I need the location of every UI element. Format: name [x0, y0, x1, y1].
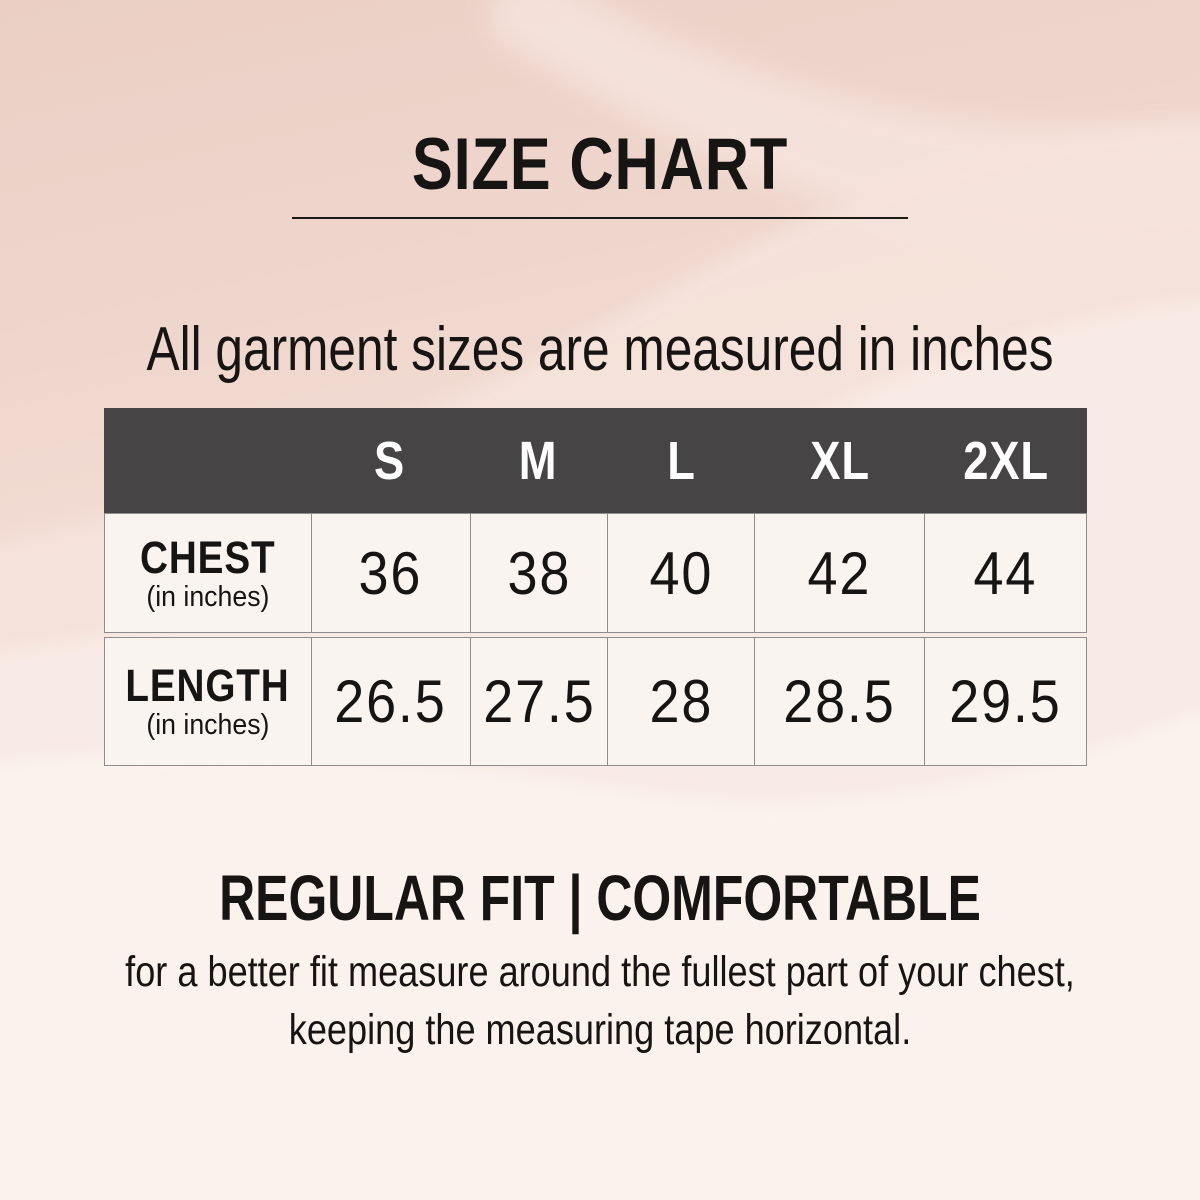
table-row-length: LENGTH (in inches) 26.5 27.5 28 28.5 29.… [104, 637, 1087, 766]
length-value-2xl: 29.5 [949, 668, 1062, 735]
length-row-header: LENGTH (in inches) [105, 638, 311, 765]
header-size-m: M [519, 430, 558, 491]
chest-cell-xl: 42 [754, 514, 924, 632]
header-size-2xl: 2XL [963, 430, 1049, 491]
chest-label: CHEST [140, 531, 276, 583]
chest-sublabel: (in inches) [146, 580, 270, 613]
header-size-xl: XL [809, 430, 870, 491]
title-underline [292, 217, 908, 219]
size-table: S M L XL 2XL CHEST (in inches) 36 38 40 … [104, 408, 1087, 766]
length-cell-xl: 28.5 [754, 638, 924, 765]
size-table-header: S M L XL 2XL [104, 408, 1087, 513]
fit-note-line2: keeping the measuring tape horizontal. [288, 1006, 912, 1055]
chest-cell-l: 40 [607, 514, 754, 632]
header-size-l: L [666, 430, 696, 491]
length-value-l: 28 [649, 668, 714, 735]
fit-heading: REGULAR FIT | COMFORTABLE [219, 862, 981, 934]
length-sublabel: (in inches) [146, 709, 270, 741]
table-row-chest: CHEST (in inches) 36 38 40 42 44 [104, 513, 1087, 633]
chest-value-l: 40 [649, 539, 714, 607]
chest-value-s: 36 [358, 539, 423, 607]
length-value-m: 27.5 [482, 668, 596, 735]
chest-row-header: CHEST (in inches) [105, 514, 311, 632]
chest-value-xl: 42 [807, 539, 872, 607]
fit-note: for a better fit measure around the full… [96, 943, 1104, 1060]
length-label: LENGTH [125, 660, 291, 711]
length-cell-s: 26.5 [310, 638, 470, 765]
length-value-xl: 28.5 [783, 668, 896, 735]
chest-value-m: 38 [507, 539, 571, 607]
length-cell-2xl: 29.5 [924, 638, 1086, 765]
chest-cell-2xl: 44 [924, 514, 1086, 632]
fit-note-line1: for a better fit measure around the full… [125, 948, 1075, 996]
chest-value-2xl: 44 [973, 539, 1038, 607]
page-title: SIZE CHART [411, 124, 789, 205]
chest-cell-m: 38 [469, 514, 608, 632]
subtitle: All garment sizes are measured in inches [146, 315, 1054, 384]
header-size-s: S [374, 430, 406, 491]
chest-cell-s: 36 [310, 514, 470, 632]
length-cell-l: 28 [607, 638, 754, 765]
length-value-s: 26.5 [334, 668, 447, 735]
length-cell-m: 27.5 [469, 638, 608, 765]
